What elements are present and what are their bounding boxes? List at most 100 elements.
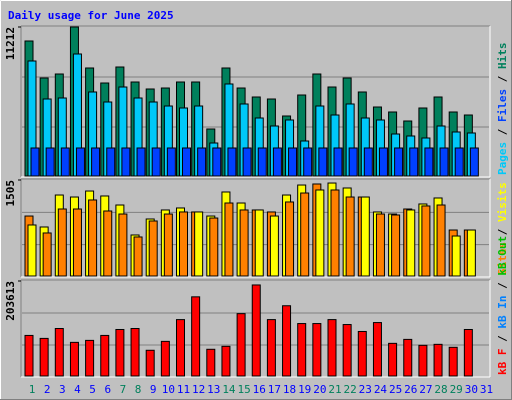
bar — [236, 313, 246, 377]
bar — [330, 189, 340, 277]
bar — [303, 147, 313, 177]
bar — [69, 341, 79, 377]
bar — [315, 189, 325, 277]
x-tick-label: 30 — [465, 383, 478, 396]
bar — [85, 339, 95, 377]
bar — [257, 147, 267, 177]
bar — [454, 147, 464, 177]
bar — [312, 323, 322, 377]
x-tick-label: 29 — [450, 383, 463, 396]
bar — [375, 213, 385, 277]
bar — [106, 147, 116, 177]
x-tick-label: 28 — [434, 383, 447, 396]
x-tick-label: 20 — [313, 383, 326, 396]
legend-separator: / — [496, 222, 509, 242]
bar — [406, 209, 416, 277]
x-tick-label: 12 — [192, 383, 205, 396]
bar — [297, 323, 307, 377]
bar — [342, 324, 352, 377]
bar — [191, 296, 201, 377]
legend-entry: Pages — [496, 142, 509, 175]
bar — [318, 147, 328, 177]
legend-entry: kB F — [496, 349, 509, 376]
bar — [206, 348, 216, 377]
bar — [118, 213, 128, 277]
x-tick-label: 17 — [268, 383, 281, 396]
x-tick-label: 14 — [222, 383, 236, 396]
x-tick-label: 5 — [89, 383, 96, 396]
bar — [75, 147, 85, 177]
legend-entry: kB In — [496, 296, 509, 329]
x-tick-label: 15 — [237, 383, 250, 396]
bar — [282, 305, 292, 377]
x-tick-label: 24 — [374, 383, 388, 396]
bar — [348, 147, 358, 177]
bar — [466, 229, 476, 277]
bar — [57, 208, 67, 277]
bar — [378, 147, 388, 177]
x-tick-label: 27 — [419, 383, 432, 396]
x-tick-label: 11 — [177, 383, 190, 396]
bar — [212, 147, 222, 177]
bar — [391, 214, 401, 277]
bar — [394, 147, 404, 177]
bar — [357, 330, 367, 377]
bar — [197, 147, 207, 177]
bar — [242, 147, 252, 177]
bar — [103, 210, 113, 277]
x-tick-label: 31 — [480, 383, 493, 396]
legend-entry: Sites — [496, 242, 509, 275]
bar — [54, 328, 64, 377]
legend-separator: / — [496, 329, 509, 349]
bar — [451, 235, 461, 277]
x-tick-label: 9 — [150, 383, 157, 396]
bar — [448, 346, 458, 377]
bar — [439, 147, 449, 177]
bar — [60, 147, 70, 177]
bar — [100, 334, 110, 377]
x-tick-label: 21 — [328, 383, 341, 396]
bar — [360, 196, 370, 277]
bar — [88, 199, 98, 277]
legend-separator: / — [496, 69, 509, 89]
bar — [133, 236, 143, 277]
bar — [433, 343, 443, 377]
bar — [300, 192, 310, 277]
bar — [227, 147, 237, 177]
bar — [151, 147, 161, 177]
x-tick-label: 6 — [104, 383, 111, 396]
x-tick-label: 16 — [253, 383, 266, 396]
x-tick-label: 7 — [120, 383, 127, 396]
bar — [148, 220, 158, 277]
x-tick-label: 26 — [404, 383, 417, 396]
bar — [333, 147, 343, 177]
legend-entry: Hits — [496, 43, 509, 70]
bar — [469, 147, 479, 177]
bar — [285, 201, 295, 277]
bar — [224, 202, 234, 277]
legend-entry: Visits — [496, 182, 509, 222]
bar — [39, 337, 49, 377]
x-tick-label: 13 — [207, 383, 220, 396]
bar — [91, 147, 101, 177]
y-tick-label: 1505 — [4, 180, 17, 207]
bar — [182, 147, 191, 177]
bar — [327, 319, 337, 377]
y-tick-label: 11212 — [4, 27, 17, 60]
bar — [115, 328, 125, 377]
bar — [130, 328, 140, 377]
x-tick-label: 19 — [298, 383, 311, 396]
bar — [345, 196, 355, 277]
bar — [145, 349, 155, 377]
bar — [463, 328, 473, 377]
bar — [403, 338, 413, 377]
bar — [160, 340, 170, 377]
bar — [421, 205, 431, 277]
bar — [176, 319, 185, 377]
legend: Pages / Files / Hits — [496, 43, 509, 176]
bar — [254, 209, 264, 277]
x-tick-label: 1 — [29, 383, 36, 396]
bar — [179, 211, 188, 277]
bar — [418, 344, 428, 377]
bar — [272, 147, 282, 177]
